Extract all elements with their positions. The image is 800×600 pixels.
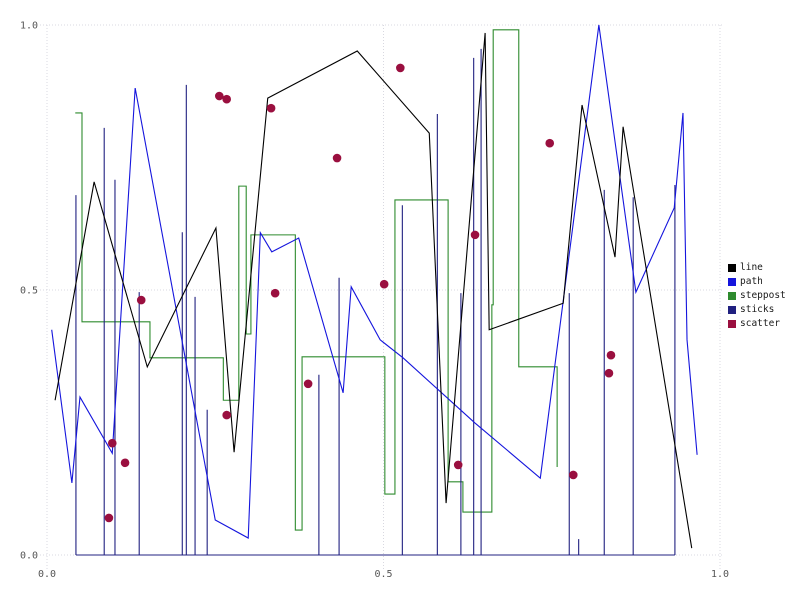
tick-labels: 0.0 0.5 1.0 0.0 0.5 1.0 (20, 21, 729, 581)
legend-label: sticks (740, 304, 775, 315)
legend-item-steppost: steppost (728, 290, 786, 301)
x-tick-label: 0.5 (374, 569, 392, 580)
legend-swatch-scatter (728, 319, 736, 328)
legend-item-line: line (728, 262, 786, 273)
legend-label: line (740, 262, 763, 273)
series-steppost (75, 29, 558, 531)
legend-swatch-line (728, 263, 736, 272)
legend-swatch-sticks (728, 305, 736, 314)
legend-label: scatter (740, 318, 781, 329)
x-tick-label: 1.0 (711, 569, 729, 580)
y-tick-label: 1.0 (20, 21, 38, 32)
legend-item-scatter: scatter (728, 318, 786, 329)
legend-label: steppost (740, 290, 786, 301)
legend-label: path (740, 276, 763, 287)
legend: line path steppost sticks scatter (728, 262, 786, 329)
series-line (54, 32, 693, 549)
series-scatter (104, 63, 616, 523)
series-path (51, 24, 698, 539)
legend-swatch-path (728, 277, 736, 286)
legend-item-sticks: sticks (728, 304, 786, 315)
legend-item-path: path (728, 276, 786, 287)
y-tick-label: 0.0 (20, 551, 38, 562)
legend-swatch-steppost (728, 291, 736, 300)
x-tick-label: 0.0 (38, 569, 56, 580)
y-tick-label: 0.5 (20, 286, 38, 297)
series-sticks (75, 48, 676, 556)
